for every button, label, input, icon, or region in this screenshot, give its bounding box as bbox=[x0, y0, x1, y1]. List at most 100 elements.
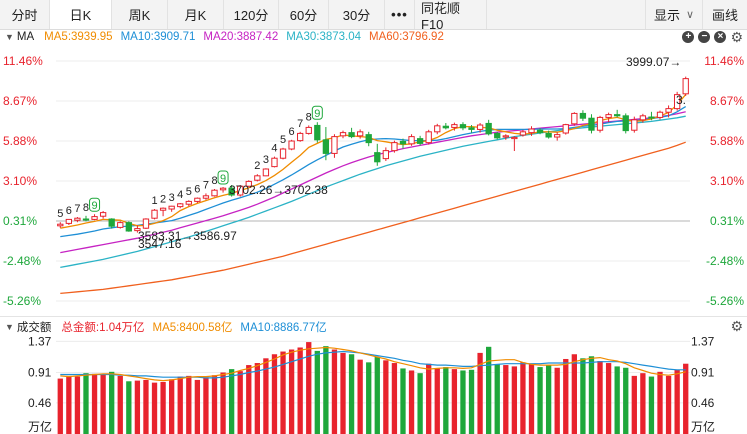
candle-body bbox=[631, 119, 638, 131]
volume-bar bbox=[203, 377, 209, 434]
tab-60min[interactable]: 60分 bbox=[279, 0, 329, 29]
tab-day-k[interactable]: 日K bbox=[50, 0, 112, 29]
tab-month-k[interactable]: 月K bbox=[168, 0, 224, 29]
volume-bar bbox=[100, 374, 106, 434]
volume-bar bbox=[271, 354, 278, 434]
volume-total-label: 总金额:1.04万亿 bbox=[61, 321, 145, 334]
tab-more[interactable]: ••• bbox=[385, 0, 415, 29]
legend-ma-item: MA5:3939.95 bbox=[44, 31, 113, 43]
candle-body bbox=[511, 136, 518, 140]
collapse-icon[interactable]: ▼ bbox=[5, 32, 14, 42]
candle-body bbox=[314, 124, 321, 141]
candle-body bbox=[254, 175, 261, 181]
volume-bar bbox=[408, 370, 415, 434]
tab-week-k[interactable]: 周K bbox=[112, 0, 168, 29]
volume-bar bbox=[486, 346, 492, 434]
tab-120min[interactable]: 120分 bbox=[224, 0, 279, 29]
volume-bar bbox=[57, 378, 63, 434]
volume-bar bbox=[331, 349, 338, 434]
candle-body bbox=[117, 222, 124, 228]
settings-gear-icon[interactable]: ⚙ bbox=[730, 29, 743, 45]
candle-body bbox=[408, 136, 415, 145]
volume-unit-label-right: 万亿 bbox=[691, 419, 715, 434]
candle-body bbox=[682, 78, 689, 95]
volume-bar bbox=[391, 363, 398, 434]
volume-bar bbox=[220, 372, 226, 434]
volume-y-label-right: 0.46 bbox=[691, 396, 715, 410]
sequence-count: 6 bbox=[194, 183, 200, 195]
volume-bar bbox=[134, 380, 141, 434]
volume-bar bbox=[563, 358, 569, 434]
volume-bar bbox=[109, 371, 115, 434]
volume-bar bbox=[151, 382, 158, 434]
high-price-label: 3999.07→ bbox=[626, 55, 681, 69]
candle-body bbox=[468, 127, 475, 130]
candle-body bbox=[494, 132, 501, 139]
display-dropdown[interactable]: 显示 ∨ bbox=[645, 0, 703, 29]
candle-body bbox=[434, 125, 441, 133]
y-axis-label-right: 0.31% bbox=[710, 214, 744, 228]
candle-body bbox=[185, 200, 192, 205]
candle-body bbox=[159, 207, 167, 211]
candle-body bbox=[82, 218, 90, 221]
sequence-count: 3 bbox=[169, 192, 175, 204]
setup-9-marker bbox=[89, 197, 101, 212]
tab-30min[interactable]: 30分 bbox=[329, 0, 385, 29]
candle-body bbox=[545, 132, 552, 138]
sequence-count: 4 bbox=[271, 143, 277, 155]
candle-body bbox=[562, 124, 569, 134]
candle-body bbox=[416, 138, 424, 144]
volume-bar bbox=[597, 361, 603, 434]
sequence-count: 4 bbox=[177, 189, 183, 201]
y-axis-label-right: -2.48% bbox=[706, 254, 744, 268]
main-panel-name[interactable]: MA bbox=[16, 31, 35, 43]
candle-body bbox=[237, 185, 244, 196]
settings-gear-icon[interactable]: ⚙ bbox=[730, 318, 743, 334]
candle-body bbox=[442, 125, 449, 129]
volume-bar bbox=[143, 379, 149, 434]
volume-bar bbox=[614, 366, 620, 434]
y-axis-label-right: 8.67% bbox=[710, 94, 744, 108]
candle-body bbox=[99, 212, 107, 217]
candle-body bbox=[134, 228, 141, 232]
low-price-label-a: 3583.31→3586.97 bbox=[138, 229, 237, 243]
sequence-count: 8 bbox=[306, 111, 312, 123]
main-panel-header: ▼ MA MA5:3939.95 MA10:3909.71 MA20:3887.42… bbox=[0, 28, 747, 46]
volume-bar bbox=[580, 358, 586, 434]
draw-line-button[interactable]: 画线 bbox=[711, 8, 738, 23]
candle-body bbox=[571, 112, 578, 125]
display-label: 显示 bbox=[653, 8, 680, 23]
volume-y-label-left: 0.91 bbox=[28, 365, 52, 379]
sequence-count: 9 bbox=[91, 200, 97, 212]
zoom-in-icon[interactable]: + bbox=[682, 31, 695, 43]
candle-body bbox=[91, 216, 98, 220]
volume-bar bbox=[623, 367, 629, 434]
chevron-down-icon: ∨ bbox=[685, 9, 695, 21]
candle-body bbox=[74, 217, 81, 221]
volume-bar bbox=[674, 369, 680, 434]
sequence-count: 3 bbox=[263, 154, 269, 166]
candle-body bbox=[228, 187, 235, 196]
volume-bar bbox=[588, 356, 595, 434]
tab-timeshare[interactable]: 分时 bbox=[0, 0, 50, 29]
candle-body bbox=[588, 117, 595, 131]
candle-body bbox=[554, 134, 561, 138]
sequence-count: 7 bbox=[203, 179, 209, 191]
volume-bar bbox=[340, 352, 346, 434]
tab-f10[interactable]: 同花顺F10 bbox=[415, 0, 487, 32]
y-axis-label-left: 5.88% bbox=[3, 134, 37, 148]
zoom-out-icon[interactable]: − bbox=[698, 31, 711, 43]
sequence-count: 7 bbox=[74, 203, 80, 215]
y-axis-label-right: 3.10% bbox=[710, 174, 744, 188]
close-icon[interactable]: × bbox=[714, 31, 727, 43]
collapse-icon[interactable]: ▼ bbox=[5, 321, 14, 332]
candle-body bbox=[219, 187, 227, 191]
candle-body bbox=[65, 218, 73, 224]
volume-bar bbox=[657, 371, 663, 434]
volume-y-label-left: 0.46 bbox=[28, 396, 52, 410]
volume-panel-name[interactable]: 成交额 bbox=[16, 321, 52, 334]
volume-ma5-label: MA5:8400.58亿 bbox=[152, 321, 233, 334]
volume-bar bbox=[228, 369, 235, 434]
candle-body bbox=[519, 131, 527, 136]
